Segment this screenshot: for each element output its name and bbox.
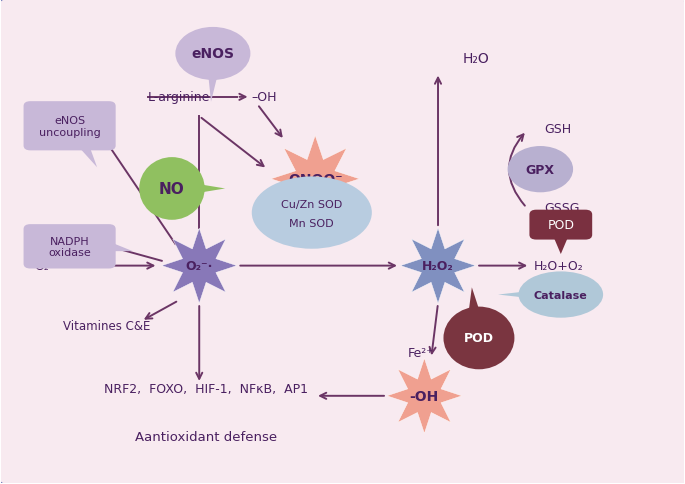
Polygon shape	[469, 287, 481, 315]
Text: H₂O: H₂O	[462, 52, 489, 66]
Text: O₂⁻·: O₂⁻·	[186, 259, 213, 272]
Text: NRF2,  FOXO,  HIF-1,  NFκB,  AP1: NRF2, FOXO, HIF-1, NFκB, AP1	[104, 382, 308, 395]
Text: Aantioxidant defense: Aantioxidant defense	[135, 430, 277, 443]
Ellipse shape	[519, 272, 603, 318]
Text: NADPH
oxidase: NADPH oxidase	[48, 236, 91, 257]
Polygon shape	[162, 228, 237, 303]
Polygon shape	[109, 242, 133, 252]
Text: eNOS
uncoupling: eNOS uncoupling	[39, 116, 101, 137]
Ellipse shape	[139, 158, 205, 220]
Text: NO: NO	[159, 182, 185, 197]
Text: H₂O+O₂: H₂O+O₂	[534, 259, 583, 272]
Text: GSSG: GSSG	[544, 202, 580, 215]
Polygon shape	[387, 359, 462, 434]
Text: ONOO⁻: ONOO⁻	[288, 172, 342, 186]
Text: POD: POD	[547, 219, 574, 232]
Text: GPX: GPX	[526, 163, 555, 176]
Text: L-arginine: L-arginine	[148, 91, 210, 104]
Text: Vitamines C&E: Vitamines C&E	[64, 320, 151, 333]
Ellipse shape	[252, 177, 372, 249]
Polygon shape	[401, 228, 475, 303]
Ellipse shape	[443, 307, 514, 369]
Circle shape	[508, 147, 573, 193]
Text: POD: POD	[464, 332, 494, 345]
Polygon shape	[77, 146, 97, 168]
Ellipse shape	[175, 28, 251, 81]
FancyBboxPatch shape	[23, 225, 116, 269]
Polygon shape	[498, 291, 529, 299]
Polygon shape	[208, 77, 217, 103]
Text: O₂: O₂	[34, 259, 49, 272]
Text: Catalase: Catalase	[534, 290, 588, 300]
FancyBboxPatch shape	[530, 210, 593, 240]
FancyBboxPatch shape	[23, 102, 116, 151]
Text: GSH: GSH	[544, 122, 571, 136]
Text: –OH: –OH	[252, 91, 277, 104]
Text: Fe²⁺: Fe²⁺	[408, 346, 433, 359]
Text: Mn SOD: Mn SOD	[290, 219, 334, 229]
Text: eNOS: eNOS	[191, 47, 234, 61]
Polygon shape	[553, 235, 569, 255]
Polygon shape	[197, 184, 225, 194]
Text: H₂O₂: H₂O₂	[422, 259, 454, 272]
Text: -OH: -OH	[410, 389, 439, 403]
Text: Cu/Zn SOD: Cu/Zn SOD	[281, 199, 342, 210]
Polygon shape	[271, 136, 360, 223]
